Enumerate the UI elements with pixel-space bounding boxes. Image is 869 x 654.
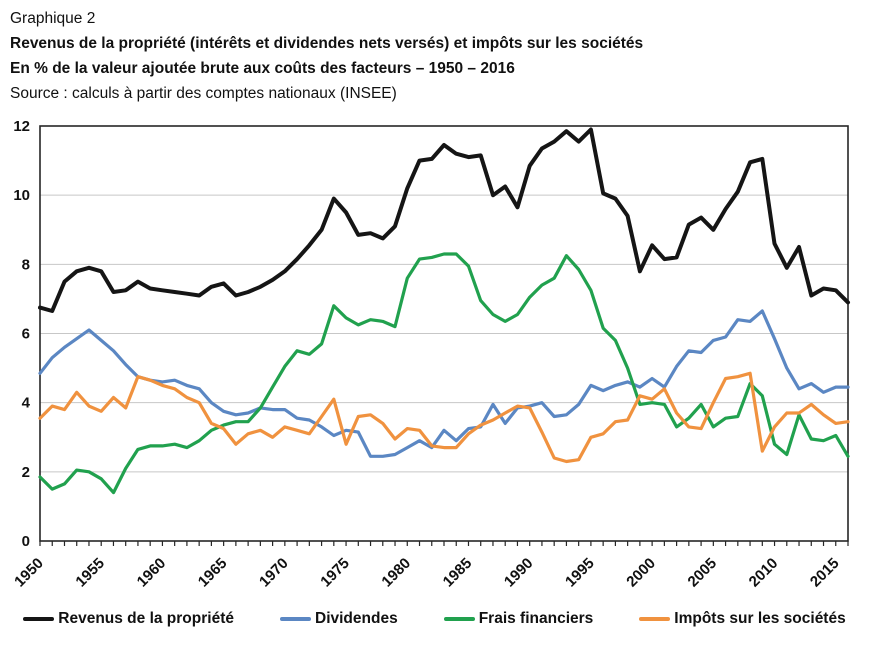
x-tick-label: 1975 (317, 555, 353, 591)
legend-label-revenus: Revenus de la propriété (58, 610, 234, 627)
legend-item-revenus: Revenus de la propriété (23, 610, 234, 628)
x-tick-label: 1960 (134, 555, 170, 591)
legend-item-dividendes: Dividendes (280, 610, 398, 628)
y-tick-label: 2 (22, 464, 30, 481)
legend-item-impots: Impôts sur les sociétés (639, 610, 846, 628)
x-tick-label: 1980 (378, 555, 414, 591)
chart-header: Graphique 2 Revenus de la propriété (int… (10, 6, 643, 106)
legend-swatch-frais-financiers (443, 616, 475, 622)
x-tick-label: 2005 (685, 555, 721, 591)
x-tick-label: 1995 (562, 555, 598, 591)
y-tick-label: 0 (22, 533, 30, 550)
x-tick-label: 1985 (440, 555, 476, 591)
x-tick-label: 1955 (72, 555, 108, 591)
y-tick-label: 6 (22, 326, 30, 343)
chart-title: Revenus de la propriété (intérêts et div… (10, 35, 644, 52)
x-tick-label: 1965 (195, 555, 231, 591)
legend-label-impots: Impôts sur les sociétés (674, 610, 846, 627)
legend-swatch-dividendes (280, 616, 311, 622)
series-line-revenus-de-la-propri-t- (38, 127, 850, 313)
x-tick-label: 2015 (807, 555, 843, 591)
series-line-imp-ts-sur-les-soci-t-s (38, 371, 850, 464)
y-tick-label: 4 (22, 395, 31, 412)
y-tick-label: 8 (22, 256, 30, 273)
line-chart-plot: 0 2 4 6 8 10 12 1950 1955 1960 1965 1970 1975 1980 198… (11, 118, 850, 591)
legend-label-dividendes: Dividendes (315, 610, 398, 627)
legend-label-frais-financiers: Frais financiers (478, 610, 594, 627)
x-tick-label: 1990 (501, 555, 537, 591)
y-tick-label: 12 (13, 118, 30, 135)
chart-number: Graphique 2 (10, 10, 96, 27)
x-tick-label: 2000 (623, 555, 659, 591)
x-tick-label: 2010 (746, 555, 782, 591)
series-line-frais-financiers (38, 252, 850, 495)
y-tick-label: 10 (13, 187, 30, 204)
legend-item-frais-financiers: Frais financiers (443, 610, 594, 628)
x-tick-label: 1950 (11, 555, 47, 591)
legend-swatch-revenus (23, 616, 55, 622)
chart-source: Source : calculs à partir des comptes na… (10, 85, 397, 102)
legend-swatch-impots (639, 616, 671, 622)
series-line-dividendes (38, 309, 850, 458)
x-tick-label: 1970 (256, 555, 292, 591)
chart-subtitle: En % de la valeur ajoutée brute aux coût… (10, 60, 515, 77)
chart-legend: Revenus de la propriété Dividendes Frais… (0, 610, 869, 628)
